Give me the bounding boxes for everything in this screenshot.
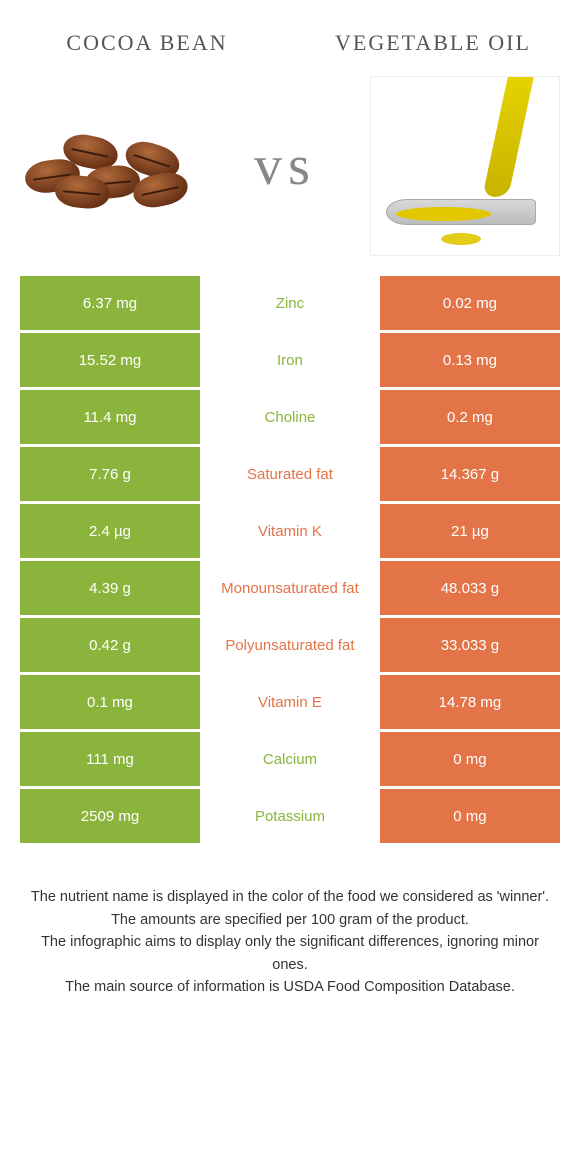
footer-line: The amounts are specified per 100 gram o… [30, 909, 550, 931]
table-row: 15.52 mgIron0.13 mg [20, 333, 560, 387]
right-value: 14.78 mg [380, 675, 560, 729]
nutrient-name: Zinc [200, 276, 380, 330]
table-row: 0.1 mgVitamin E14.78 mg [20, 675, 560, 729]
footer-line: The main source of information is USDA F… [30, 976, 550, 998]
nutrient-name: Vitamin E [200, 675, 380, 729]
nutrient-name: Choline [200, 390, 380, 444]
table-row: 11.4 mgCholine0.2 mg [20, 390, 560, 444]
nutrient-name: Iron [200, 333, 380, 387]
left-value: 11.4 mg [20, 390, 200, 444]
right-value: 48.033 g [380, 561, 560, 615]
left-value: 15.52 mg [20, 333, 200, 387]
footer-notes: The nutrient name is displayed in the co… [0, 846, 580, 998]
left-value: 2.4 µg [20, 504, 200, 558]
table-row: 2509 mgPotassium0 mg [20, 789, 560, 843]
nutrient-table: 6.37 mgZinc0.02 mg15.52 mgIron0.13 mg11.… [0, 276, 580, 843]
table-row: 0.42 gPolyunsaturated fat33.033 g [20, 618, 560, 672]
nutrient-name: Vitamin K [200, 504, 380, 558]
right-value: 21 µg [380, 504, 560, 558]
right-value: 0.02 mg [380, 276, 560, 330]
table-row: 111 mgCalcium0 mg [20, 732, 560, 786]
vegetable-oil-image [370, 76, 560, 256]
cocoa-bean-image [10, 76, 200, 256]
left-value: 6.37 mg [20, 276, 200, 330]
compare-row: vs [0, 66, 580, 276]
table-row: 2.4 µgVitamin K21 µg [20, 504, 560, 558]
table-row: 6.37 mgZinc0.02 mg [20, 276, 560, 330]
left-value: 2509 mg [20, 789, 200, 843]
title-left: Cocoa bean [30, 30, 264, 56]
nutrient-name: Calcium [200, 732, 380, 786]
nutrient-name: Potassium [200, 789, 380, 843]
right-value: 0 mg [380, 789, 560, 843]
right-value: 0.13 mg [380, 333, 560, 387]
vs-label: vs [254, 134, 316, 198]
table-row: 7.76 gSaturated fat14.367 g [20, 447, 560, 501]
nutrient-name: Polyunsaturated fat [200, 618, 380, 672]
left-value: 0.1 mg [20, 675, 200, 729]
right-value: 0 mg [380, 732, 560, 786]
right-value: 0.2 mg [380, 390, 560, 444]
right-value: 33.033 g [380, 618, 560, 672]
footer-line: The nutrient name is displayed in the co… [30, 886, 550, 908]
title-right: Vegetable oil [316, 30, 550, 56]
header: Cocoa bean Vegetable oil [0, 0, 580, 66]
left-value: 7.76 g [20, 447, 200, 501]
footer-line: The infographic aims to display only the… [30, 931, 550, 976]
nutrient-name: Saturated fat [200, 447, 380, 501]
left-value: 111 mg [20, 732, 200, 786]
infographic: Cocoa bean Vegetable oil vs 6.37 mgZinc0… [0, 0, 580, 999]
left-value: 0.42 g [20, 618, 200, 672]
left-value: 4.39 g [20, 561, 200, 615]
nutrient-name: Monounsaturated fat [200, 561, 380, 615]
right-value: 14.367 g [380, 447, 560, 501]
table-row: 4.39 gMonounsaturated fat48.033 g [20, 561, 560, 615]
